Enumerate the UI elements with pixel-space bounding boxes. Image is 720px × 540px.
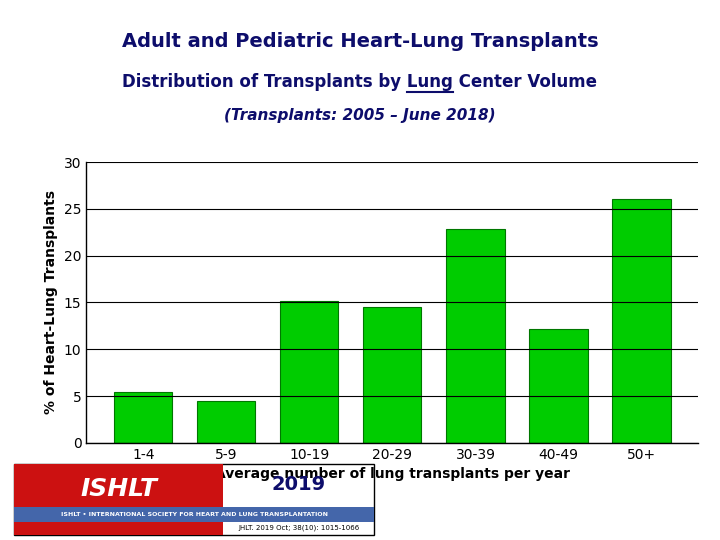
Text: ISHLT: ISHLT — [81, 477, 157, 501]
Bar — [364, 307, 421, 443]
Bar — [446, 230, 505, 443]
Bar — [613, 199, 670, 443]
Bar — [280, 301, 338, 443]
Y-axis label: % of Heart-Lung Transplants: % of Heart-Lung Transplants — [45, 191, 58, 414]
Bar — [14, 507, 374, 522]
Text: (Transplants: 2005 – June 2018): (Transplants: 2005 – June 2018) — [224, 108, 496, 123]
Bar — [529, 329, 588, 443]
Text: ISHLT • INTERNATIONAL SOCIETY FOR HEART AND LUNG TRANSPLANTATION: ISHLT • INTERNATIONAL SOCIETY FOR HEART … — [61, 512, 328, 517]
Text: Adult and Pediatric Heart-Lung Transplants: Adult and Pediatric Heart-Lung Transplan… — [122, 32, 598, 51]
Text: 2019: 2019 — [271, 475, 326, 494]
Text: Distribution of Transplants by Lung Center Volume: Distribution of Transplants by Lung Cent… — [122, 73, 598, 91]
X-axis label: Average number of lung transplants per year: Average number of lung transplants per y… — [215, 467, 570, 481]
Bar — [197, 401, 256, 443]
Bar — [14, 464, 223, 535]
Bar — [114, 392, 172, 443]
Text: JHLT. 2019 Oct; 38(10): 1015-1066: JHLT. 2019 Oct; 38(10): 1015-1066 — [238, 524, 359, 531]
